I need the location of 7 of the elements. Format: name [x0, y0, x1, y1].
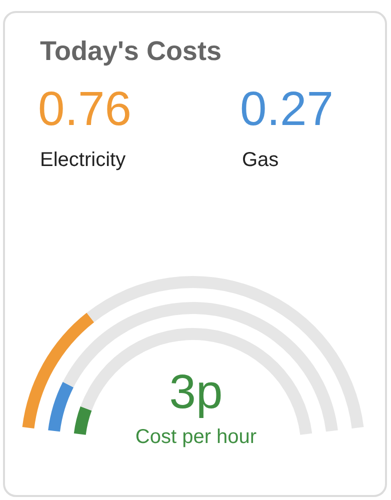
text: Cost per hour — [135, 426, 257, 448]
text: Today's Costs — [40, 36, 222, 66]
text: Gas — [242, 149, 279, 171]
text: Electricity — [40, 149, 126, 171]
text: 0.76 — [38, 83, 132, 136]
text: 3p — [169, 366, 223, 419]
text: 0.27 — [240, 83, 334, 136]
